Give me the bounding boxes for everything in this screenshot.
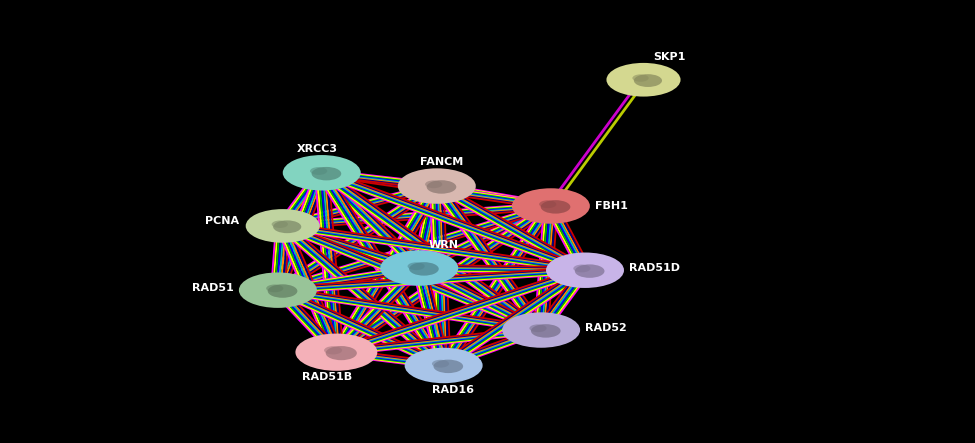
Circle shape xyxy=(606,63,681,97)
Circle shape xyxy=(541,200,570,214)
Text: FBH1: FBH1 xyxy=(595,201,628,211)
Text: XRCC3: XRCC3 xyxy=(296,144,337,154)
Text: RAD16: RAD16 xyxy=(432,385,475,395)
Circle shape xyxy=(410,262,439,276)
Circle shape xyxy=(268,284,297,298)
Circle shape xyxy=(380,250,458,286)
Circle shape xyxy=(266,284,284,292)
Circle shape xyxy=(425,180,443,188)
Circle shape xyxy=(434,360,463,373)
Circle shape xyxy=(634,74,662,87)
Text: RAD51: RAD51 xyxy=(192,283,234,293)
Circle shape xyxy=(273,220,301,233)
Text: SKP1: SKP1 xyxy=(653,52,685,62)
Circle shape xyxy=(398,168,476,204)
Circle shape xyxy=(246,209,320,243)
Circle shape xyxy=(502,312,580,348)
Text: PCNA: PCNA xyxy=(205,217,239,226)
Circle shape xyxy=(427,180,456,194)
Circle shape xyxy=(633,74,648,82)
Circle shape xyxy=(324,346,342,354)
Circle shape xyxy=(310,167,328,175)
Circle shape xyxy=(408,262,425,270)
Circle shape xyxy=(405,348,483,383)
Text: RAD51B: RAD51B xyxy=(301,372,352,382)
Circle shape xyxy=(239,272,317,308)
Text: RAD51D: RAD51D xyxy=(629,263,680,273)
Circle shape xyxy=(272,221,288,228)
Circle shape xyxy=(512,188,590,224)
Circle shape xyxy=(295,334,377,371)
Circle shape xyxy=(326,346,357,360)
Text: RAD52: RAD52 xyxy=(585,323,627,333)
Circle shape xyxy=(531,324,561,338)
Circle shape xyxy=(539,200,557,208)
Circle shape xyxy=(546,253,624,288)
Circle shape xyxy=(573,264,591,272)
Text: WRN: WRN xyxy=(429,240,459,250)
Circle shape xyxy=(283,155,361,190)
Circle shape xyxy=(432,360,449,368)
Circle shape xyxy=(529,324,547,332)
Circle shape xyxy=(312,167,341,180)
Text: FANCM: FANCM xyxy=(420,157,463,167)
Circle shape xyxy=(575,264,604,278)
